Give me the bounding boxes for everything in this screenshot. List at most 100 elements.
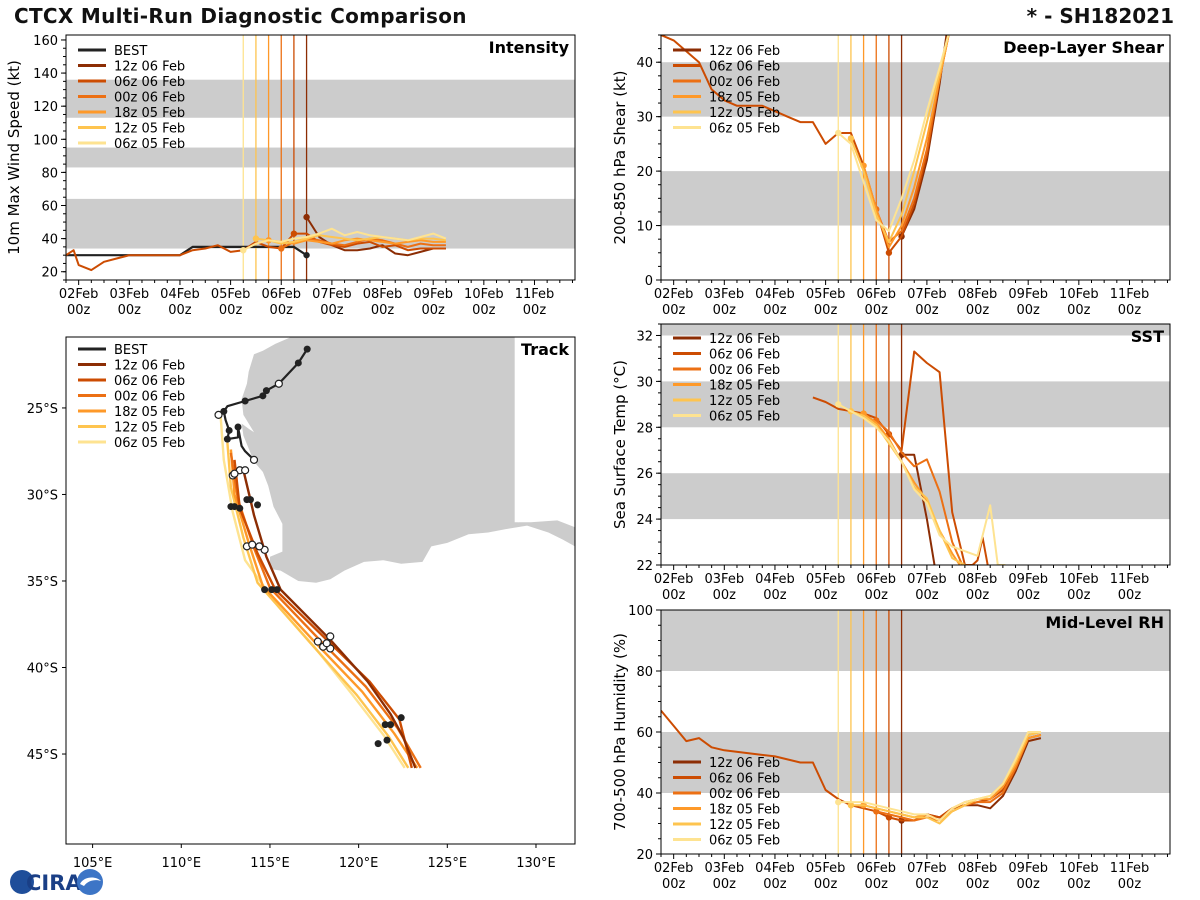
logo-swirl-icon	[77, 869, 103, 895]
track-title: Track	[521, 340, 569, 359]
shear-legend-label: 12z 06 Feb	[709, 44, 780, 59]
shear-y-label: 200-850 hPa Shear (kt)	[611, 71, 629, 245]
sst-y-label: Sea Surface Temp (°C)	[611, 360, 629, 529]
rh-x-tick-label: 00z	[966, 877, 990, 892]
track-legend-label: 12z 05 Feb	[114, 421, 185, 436]
cira-logo: CIRA	[10, 869, 103, 895]
track-open-marker	[241, 466, 250, 475]
track-open-marker	[249, 455, 259, 464]
intensity-frame	[65, 34, 576, 281]
rh-legend-label: 00z 06 Feb	[709, 787, 780, 802]
track-open-marker	[230, 469, 239, 478]
track-legend-label: BEST	[114, 343, 147, 358]
track-open-marker	[322, 639, 331, 648]
rh-y-tick-label: 20	[636, 848, 653, 863]
intensity-init-marker	[303, 213, 310, 221]
sst-panel: 02Feb00z03Feb00z04Feb00z05Feb00z06Feb00z…	[611, 323, 1171, 603]
intensity-panel: 02Feb00z03Feb00z04Feb00z05Feb00z06Feb00z…	[5, 34, 576, 318]
track-marker	[397, 714, 405, 722]
track-marker	[220, 407, 228, 415]
intensity-init-marker	[290, 230, 298, 237]
sst-series-line	[901, 453, 936, 565]
intensity-x-tick-label: 00z	[320, 303, 344, 318]
track-y-tick-label: 45°S	[27, 748, 58, 763]
shear-x-tick-label: 00z	[966, 303, 990, 318]
sst-y-tick-label: 28	[636, 421, 653, 436]
track-x-tick-label: 105°E	[73, 856, 113, 871]
track-x-tick-label: 120°E	[339, 856, 379, 871]
track-x-tick-label: 115°E	[250, 856, 290, 871]
rh-x-tick-label: 11Feb	[1110, 861, 1150, 876]
sst-y-tick-label: 22	[636, 559, 653, 574]
intensity-legend-label: 06z 05 Feb	[114, 137, 185, 152]
sst-legend-label: 06z 05 Feb	[709, 410, 780, 425]
shear-x-tick-label: 06Feb	[856, 287, 896, 302]
rh-legend-label: 06z 06 Feb	[709, 772, 780, 787]
intensity-legend-label: 12z 05 Feb	[114, 122, 185, 137]
intensity-y-tick-label: 140	[33, 67, 58, 82]
track-marker	[273, 586, 281, 594]
rh-x-tick-label: 00z	[662, 877, 686, 892]
rh-x-tick-label: 00z	[814, 877, 838, 892]
intensity-y-tick-label: 40	[41, 233, 58, 248]
shear-series-line	[661, 35, 950, 254]
intensity-x-tick-label: 07Feb	[312, 287, 352, 302]
intensity-series-line	[242, 227, 447, 252]
rh-y-label: 700-500 hPa Humidity (%)	[611, 633, 629, 831]
sst-x-tick-label: 02Feb	[654, 572, 694, 587]
rh-x-tick-label: 00z	[713, 877, 737, 892]
sst-x-tick-label: 00z	[1118, 588, 1142, 603]
sst-band	[661, 381, 1170, 428]
sst-frame	[660, 323, 1171, 566]
shear-series-line	[849, 35, 950, 243]
rh-title: Mid-Level RH	[1045, 613, 1164, 632]
intensity-x-tick-label: 00z	[67, 303, 91, 318]
sst-x-tick-label: 04Feb	[755, 572, 795, 587]
track-x-tick-label: 125°E	[428, 856, 468, 871]
sst-band	[661, 473, 1170, 520]
rh-x-tick-label: 05Feb	[806, 861, 846, 876]
sst-x-tick-label: 03Feb	[705, 572, 745, 587]
track-marker	[387, 721, 395, 729]
sst-x-tick-label: 06Feb	[856, 572, 896, 587]
shear-y-tick-label: 40	[636, 56, 653, 71]
rh-init-marker	[847, 802, 855, 809]
track-open-marker	[313, 637, 322, 646]
track-marker	[268, 586, 276, 594]
sst-x-tick-label: 00z	[865, 588, 889, 603]
shear-x-tick-label: 00z	[662, 303, 686, 318]
track-legend-label: 06z 05 Feb	[114, 436, 185, 451]
intensity-best-marker	[303, 251, 310, 259]
intensity-init-marker	[278, 245, 285, 252]
intensity-legend-label: BEST	[114, 44, 147, 59]
sst-legend-label: 12z 06 Feb	[709, 332, 780, 347]
track-marker	[259, 392, 267, 400]
sst-plot-area	[661, 324, 1170, 565]
rh-x-tick-label: 03Feb	[705, 861, 745, 876]
rh-x-tick-label: 07Feb	[907, 861, 947, 876]
intensity-x-tick-label: 00z	[523, 303, 547, 318]
track-marker	[262, 387, 270, 395]
sst-y-tick-label: 24	[636, 513, 653, 528]
sst-x-tick-label: 11Feb	[1110, 572, 1150, 587]
rh-x-tick-label: 10Feb	[1059, 861, 1099, 876]
shear-x-tick-label: 00z	[814, 303, 838, 318]
track-open-marker	[255, 542, 264, 551]
intensity-y-label: 10m Max Wind Speed (kt)	[5, 60, 23, 255]
shear-plot-area	[661, 35, 1170, 280]
rh-legend-label: 12z 06 Feb	[709, 756, 780, 771]
shear-x-tick-label: 02Feb	[654, 287, 694, 302]
track-legend-label: 06z 06 Feb	[114, 374, 185, 389]
sst-series-line	[863, 412, 961, 565]
shear-x-tick-label: 04Feb	[755, 287, 795, 302]
land-australia	[241, 337, 575, 583]
rh-y-tick-label: 40	[636, 787, 653, 802]
sst-y-tick-label: 32	[636, 329, 653, 344]
page-title: CTCX Multi-Run Diagnostic Comparison	[14, 4, 467, 28]
sst-y-tick-label: 26	[636, 467, 653, 482]
intensity-plot-area	[66, 35, 575, 280]
sst-band	[661, 324, 1170, 336]
sst-x-tick-label: 00z	[814, 588, 838, 603]
rh-x-tick-label: 00z	[915, 877, 939, 892]
rh-band	[661, 732, 1170, 793]
